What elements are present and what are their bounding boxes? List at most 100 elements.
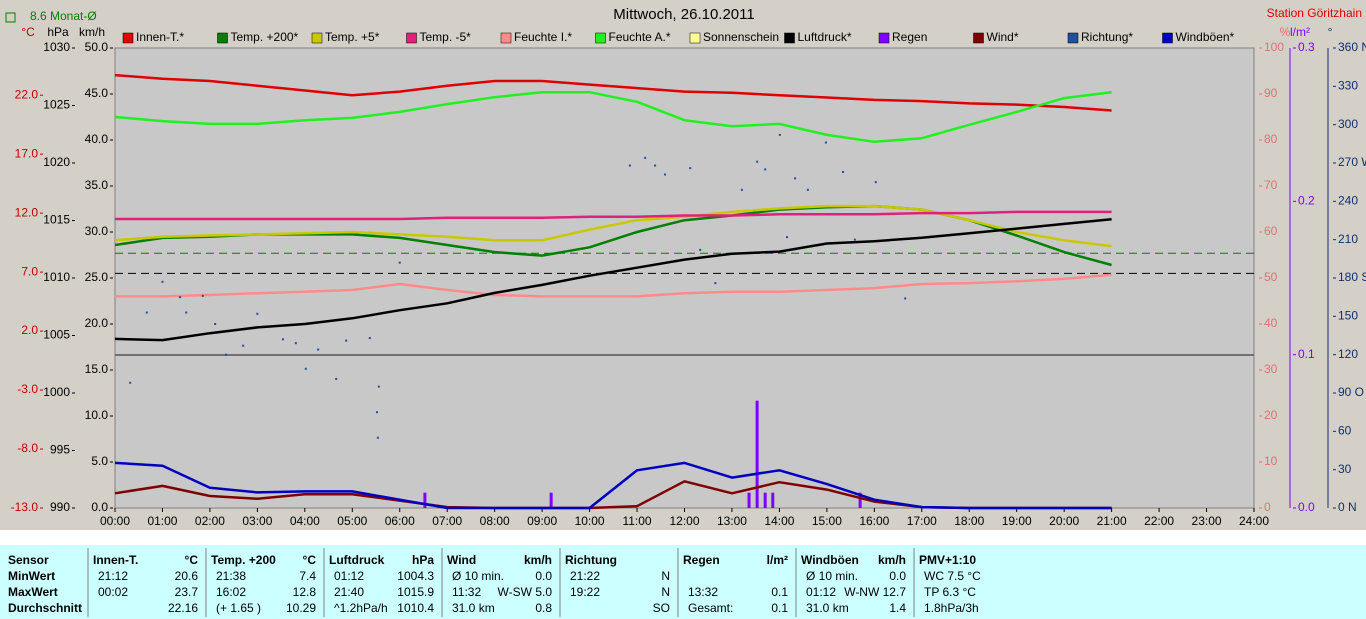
y-tick-label: -8.0 — [17, 441, 38, 455]
series-line — [115, 210, 1112, 221]
table-cell: Regen — [683, 553, 720, 567]
legend-label: Richtung* — [1081, 30, 1133, 44]
table-cell: Wind — [447, 553, 476, 567]
table-cell: 31.0 km — [806, 601, 849, 615]
table-cell: 00:02 — [98, 585, 128, 599]
direction-point — [740, 188, 743, 191]
x-tick-label: 06:00 — [385, 514, 415, 528]
y-tick-label: 150 — [1338, 309, 1358, 323]
x-tick-label: 16:00 — [859, 514, 889, 528]
legend-label: Windböen* — [1176, 30, 1235, 44]
rain-bar — [858, 492, 862, 508]
direction-point — [853, 238, 856, 241]
table-cell: Ø 10 min. — [452, 569, 504, 583]
direction-point — [214, 323, 217, 325]
legend-swatch — [311, 32, 323, 44]
legend-label: Temp. +5* — [325, 30, 380, 44]
direction-point — [714, 282, 717, 285]
direction-point — [699, 248, 702, 251]
table-row-label: MinWert — [8, 569, 55, 583]
rain-bar — [549, 492, 553, 508]
x-tick-label: 19:00 — [1002, 514, 1032, 528]
x-tick-label: 22:00 — [1144, 514, 1174, 528]
direction-point — [256, 312, 259, 315]
monthly-avg-checkbox[interactable] — [5, 12, 16, 23]
x-tick-label: 08:00 — [480, 514, 510, 528]
y-tick-label: 17.0 — [15, 146, 39, 160]
table-cell: 01:12 — [334, 569, 364, 583]
y-tick-label: 0.0 — [1298, 500, 1315, 514]
legend-label: Regen — [892, 30, 927, 44]
table-cell: 21:22 — [570, 569, 600, 583]
legend-swatch — [217, 32, 228, 44]
x-tick-label: 00:00 — [100, 514, 130, 528]
table-cell: 21:40 — [334, 585, 364, 599]
table-cell: SO — [653, 601, 670, 615]
direction-point — [842, 170, 845, 173]
y-tick-label: 0.1 — [1298, 347, 1315, 361]
y-tick-label: 90 O — [1338, 385, 1364, 399]
y-tick-label: 0 N — [1338, 500, 1357, 514]
y-tick-label: 120 — [1338, 347, 1358, 361]
legend-label: Luftdruck* — [798, 30, 852, 44]
direction-point — [129, 381, 132, 384]
legend-label: Sonnenschein — [703, 30, 779, 44]
legend-label: Temp. -5* — [420, 30, 472, 44]
table-cell: hPa — [412, 553, 434, 567]
axis-unit: hPa — [47, 25, 69, 39]
table-cell: 1.4 — [889, 601, 906, 615]
y-tick-label: -13.0 — [11, 500, 39, 514]
table-cell: 12.8 — [293, 585, 317, 599]
y-tick-label: 1015 — [43, 213, 70, 227]
legend-swatch — [878, 32, 890, 44]
direction-point — [304, 367, 307, 370]
y-tick-label: 210 — [1338, 232, 1358, 246]
y-tick-label: 15.0 — [85, 362, 109, 376]
y-tick-label: 50.0 — [85, 40, 109, 54]
y-tick-label: 2.0 — [21, 323, 38, 337]
table-cell: 0.8 — [535, 601, 552, 615]
x-tick-label: 11:00 — [622, 514, 651, 528]
table-cell: 1.8hPa/3h — [924, 601, 979, 615]
table-cell: 01:12 — [806, 585, 836, 599]
legend-label: Feuchte I.* — [514, 30, 572, 44]
direction-point — [161, 280, 164, 283]
x-tick-label: 02:00 — [195, 514, 225, 528]
y-tick-label: 20.0 — [85, 316, 109, 330]
y-tick-label: 10 — [1264, 454, 1278, 468]
direction-point — [778, 133, 781, 136]
table-cell: 23.7 — [175, 585, 199, 599]
table-cell: Temp. +200 — [211, 553, 276, 567]
table-cell: N — [661, 585, 670, 599]
direction-point — [644, 156, 647, 159]
x-tick-label: 24:00 — [1239, 514, 1269, 528]
legend-swatch — [973, 32, 984, 44]
table-cell: 21:12 — [98, 569, 128, 583]
table-cell: Gesamt: — [688, 601, 733, 615]
legend-label: Innen-T.* — [136, 30, 184, 44]
y-tick-label: -3.0 — [17, 382, 38, 396]
x-tick-label: 03:00 — [242, 514, 272, 528]
spacer — [0, 530, 1366, 545]
direction-point — [756, 160, 759, 163]
direction-point — [786, 236, 789, 239]
x-tick-label: 15:00 — [812, 514, 842, 528]
table-cell: W-NW 12.7 — [844, 585, 906, 599]
table-cell: Windböen — [801, 553, 859, 567]
table-background — [0, 545, 1366, 619]
y-tick-label: 70 — [1264, 178, 1278, 192]
y-tick-label: 995 — [50, 443, 70, 457]
station-name: Station Göritzhain — [1267, 6, 1362, 20]
x-tick-label: 20:00 — [1049, 514, 1079, 528]
series-line — [114, 204, 1112, 248]
table-cell: 0.1 — [771, 585, 788, 599]
rain-bar — [423, 492, 427, 508]
y-tick-label: 5.0 — [91, 454, 108, 468]
x-tick-label: 13:00 — [717, 514, 747, 528]
table-cell: 21:38 — [216, 569, 246, 583]
y-tick-label: 90 — [1264, 86, 1278, 100]
table-cell: ^1.2hPa/h — [334, 601, 388, 615]
legend-swatch — [1067, 32, 1079, 44]
y-tick-label: 30 — [1264, 362, 1278, 376]
x-tick-label: 04:00 — [290, 514, 320, 528]
